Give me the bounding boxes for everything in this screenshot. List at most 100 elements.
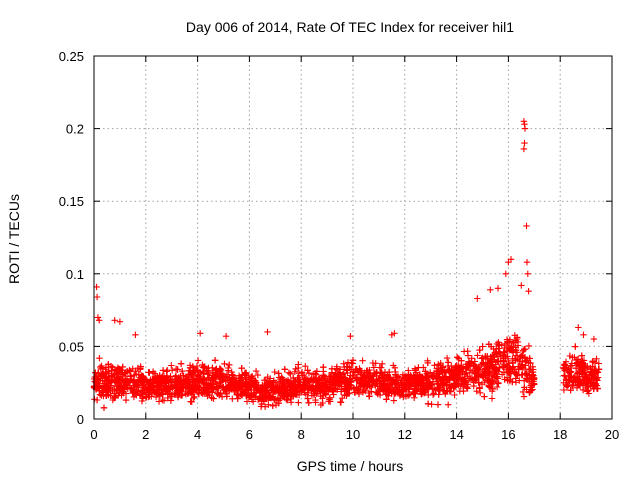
data-point <box>221 360 228 368</box>
data-point <box>489 385 496 392</box>
data-point <box>508 346 516 353</box>
data-point <box>424 359 431 367</box>
x-tick-label: 18 <box>553 427 567 442</box>
data-point <box>410 376 417 384</box>
data-point <box>316 378 323 386</box>
data-point <box>226 361 233 369</box>
data-point <box>347 372 354 379</box>
data-point <box>377 380 385 388</box>
data-point <box>184 380 191 388</box>
data-point <box>122 396 130 404</box>
data-point <box>167 397 175 404</box>
data-point <box>481 393 488 400</box>
data-point <box>155 398 163 405</box>
data-point <box>528 384 535 391</box>
data-point <box>288 383 295 390</box>
data-point <box>349 360 356 367</box>
data-point <box>305 386 312 393</box>
data-point <box>131 378 138 386</box>
data-point <box>149 379 156 386</box>
data-point <box>350 385 358 392</box>
data-point <box>304 395 311 402</box>
data-point <box>496 348 503 355</box>
data-point <box>465 358 473 365</box>
data-point <box>366 393 373 400</box>
data-point <box>376 364 383 371</box>
data-point <box>305 399 312 406</box>
data-point <box>243 398 251 405</box>
data-point <box>189 370 197 378</box>
data-point <box>143 378 150 385</box>
data-point <box>434 401 442 408</box>
data-point <box>117 384 124 391</box>
data-point <box>594 377 601 384</box>
data-point <box>566 352 574 360</box>
data-point <box>430 390 437 397</box>
data-point <box>105 387 112 394</box>
x-tick-label: 2 <box>142 427 149 442</box>
data-point <box>518 282 525 289</box>
data-point <box>222 333 230 340</box>
data-point <box>513 335 521 343</box>
data-point <box>378 372 386 379</box>
data-point <box>560 386 568 394</box>
data-point <box>387 387 394 394</box>
data-point <box>471 358 478 365</box>
data-point <box>312 399 319 406</box>
data-point <box>488 343 495 350</box>
data-point <box>214 390 222 397</box>
data-point <box>591 369 599 376</box>
data-point <box>275 400 282 407</box>
data-point <box>439 382 447 389</box>
data-point <box>143 389 150 396</box>
data-point <box>358 367 365 375</box>
data-point <box>114 364 122 372</box>
data-point <box>109 373 116 381</box>
data-point <box>296 376 303 383</box>
data-point <box>242 369 250 377</box>
data-point <box>208 384 215 391</box>
data-point <box>93 293 101 301</box>
data-point <box>115 390 123 397</box>
data-point <box>334 386 341 393</box>
data-point <box>249 380 256 387</box>
data-point <box>504 338 511 345</box>
data-point <box>317 384 324 391</box>
data-point <box>390 397 397 404</box>
data-point <box>493 368 500 375</box>
data-point <box>138 373 146 380</box>
data-point <box>195 390 202 398</box>
data-point <box>175 378 183 385</box>
x-tick-label: 10 <box>346 427 360 442</box>
data-point <box>573 384 581 391</box>
data-point <box>281 366 288 373</box>
data-point <box>568 382 576 389</box>
data-point <box>312 370 319 377</box>
data-point <box>419 383 427 390</box>
data-point <box>267 392 274 399</box>
data-point <box>579 386 587 394</box>
data-point <box>129 389 136 397</box>
data-point <box>517 353 524 361</box>
data-point <box>439 381 446 388</box>
data-point <box>190 388 197 396</box>
data-point <box>476 346 483 354</box>
data-point <box>519 388 527 396</box>
data-point <box>521 346 528 353</box>
data-point <box>312 385 319 393</box>
data-point <box>330 388 337 395</box>
data-point <box>116 318 124 325</box>
data-point <box>230 381 237 388</box>
data-point <box>197 330 204 337</box>
data-point <box>411 367 419 374</box>
data-point <box>502 270 509 277</box>
data-point <box>469 367 477 375</box>
data-point <box>479 343 486 350</box>
data-point <box>340 360 347 367</box>
data-point <box>477 389 484 396</box>
data-point <box>347 333 354 340</box>
data-point <box>520 393 528 400</box>
data-point <box>406 376 414 383</box>
data-point <box>111 317 118 324</box>
data-point <box>216 374 223 381</box>
